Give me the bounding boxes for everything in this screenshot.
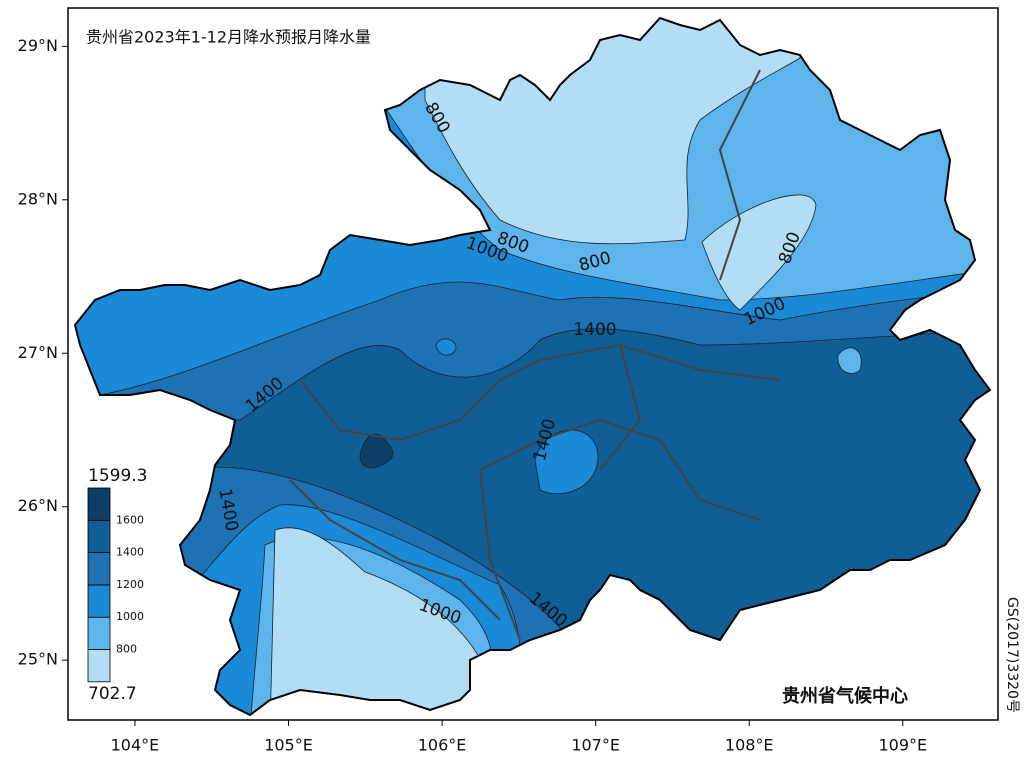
- legend-level: 1000: [116, 610, 144, 623]
- x-tick-label: 106°E: [418, 736, 467, 755]
- precipitation-fill: [75, 18, 990, 715]
- x-tick-label: 109°E: [878, 736, 927, 755]
- generated: 104°E 105°E 106°E 107°E 108°E 109°E 25°N 26°N 27…: [18, 36, 927, 755]
- legend-swatch: [87, 552, 111, 586]
- y-tick-label: 27°N: [18, 343, 58, 362]
- y-tick-label: 29°N: [18, 36, 58, 55]
- map-frame: [67, 7, 999, 721]
- legend-level: 1600: [116, 513, 144, 526]
- x-tick-label: 105°E: [264, 736, 313, 755]
- map-number: GS(2017)3320号: [1004, 597, 1020, 713]
- legend-min: 702.7: [88, 684, 137, 704]
- credit: 贵州省气候中心: [782, 685, 908, 707]
- legend-swatch: [87, 584, 111, 618]
- y-tick-label: 26°N: [18, 496, 58, 515]
- legend-swatch: [87, 487, 111, 521]
- y-tick-label: 25°N: [18, 650, 58, 669]
- legend-level: 1400: [116, 546, 144, 559]
- x-tick-label: 108°E: [725, 736, 774, 755]
- legend-level: 1200: [116, 578, 144, 591]
- legend-max: 1599.3: [88, 466, 147, 486]
- legend-level: 800: [116, 643, 137, 656]
- map-title: 贵州省2023年1-12月降水预报月降水量: [86, 28, 371, 47]
- legend-swatch: [87, 616, 111, 650]
- y-tick-label: 28°N: [18, 189, 58, 208]
- legend-swatch: [87, 649, 111, 683]
- legend-swatch: [87, 519, 111, 553]
- x-tick-label: 104°E: [111, 736, 160, 755]
- contour-label: 1400: [573, 320, 616, 340]
- x-tick-label: 107°E: [571, 736, 620, 755]
